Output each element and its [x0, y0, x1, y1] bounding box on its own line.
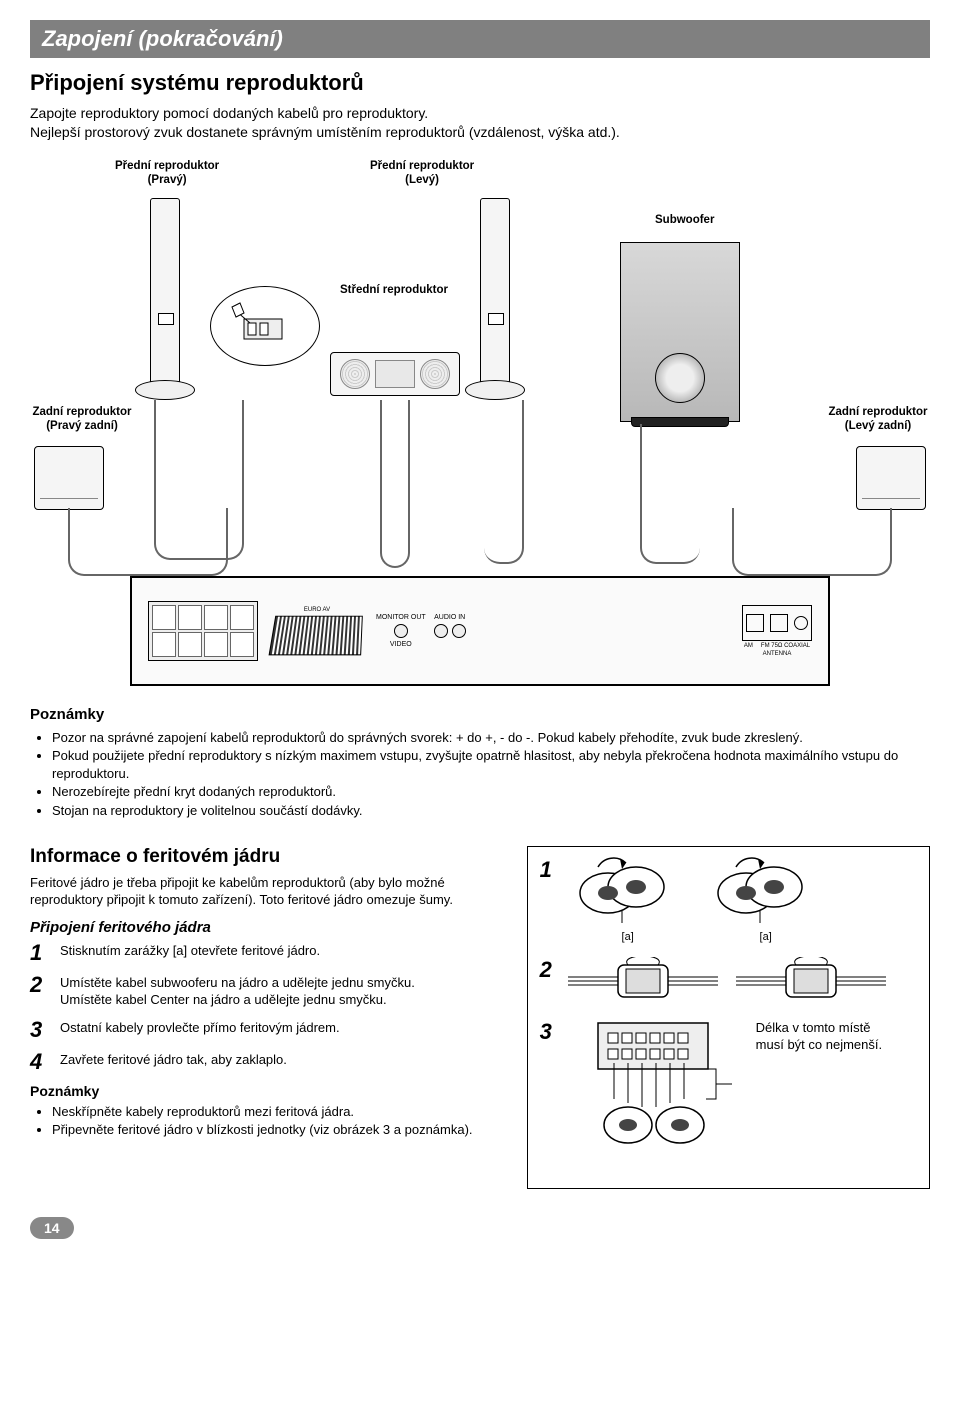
- wire: [732, 508, 892, 576]
- section-header: Zapojení (pokračování): [30, 20, 930, 58]
- subsection-title: Připojení systému reproduktorů: [30, 70, 930, 96]
- step-number: 4: [30, 1051, 50, 1073]
- step-text: Stisknutím zarážky [a] otevřete feritové…: [60, 942, 320, 964]
- step-number: 1: [30, 942, 50, 964]
- rear-left-speaker: [856, 446, 926, 510]
- front-left-base: [465, 380, 525, 400]
- figure-number: 3: [540, 1019, 558, 1045]
- scart-connector: [269, 616, 363, 656]
- page-number-badge: 14: [30, 1217, 74, 1239]
- front-right-base: [135, 380, 195, 400]
- ferrite-title: Informace o feritovém jádru: [30, 846, 503, 868]
- note-item: Pokud použijete přední reproduktory s ní…: [52, 747, 930, 783]
- label-rear-left: Zadní reproduktor(Levý zadní): [818, 406, 938, 434]
- note-item: Připevněte feritové jádro v blízkosti je…: [52, 1121, 503, 1139]
- scart-label: EURO AV: [304, 607, 330, 613]
- ferrite-lead: Feritové jádro je třeba připojit ke kabe…: [30, 874, 503, 909]
- note-item: Pozor na správné zapojení kabelů reprodu…: [52, 729, 930, 747]
- speaker-terminals: [148, 601, 258, 661]
- figure-number: 1: [540, 857, 558, 883]
- notes-heading: Poznámky: [30, 706, 930, 723]
- am-label: AM: [744, 643, 753, 649]
- label-center: Střední reproduktor: [340, 284, 448, 298]
- front-left-speaker: [480, 198, 510, 388]
- ferrite-open-illustration: [568, 857, 688, 929]
- step-4: 4 Zavřete feritové jádro tak, aby zaklap…: [30, 1051, 503, 1073]
- ferrite-closed-illustration: [568, 957, 718, 1005]
- step-text: Ostatní kabely provlečte přímo feritovým…: [60, 1019, 340, 1041]
- receiver-rear-panel: EURO AV MONITOR OUT VIDEO AUDIO IN AM FM…: [130, 576, 830, 686]
- note-item: Neskřípněte kabely reproduktorů mezi fer…: [52, 1103, 503, 1121]
- lead-paragraph: Zapojte reproduktory pomocí dodaných kab…: [30, 104, 930, 142]
- av-jacks: MONITOR OUT VIDEO AUDIO IN: [376, 614, 466, 648]
- figure-2: 2: [540, 957, 917, 1005]
- center-speaker: [330, 352, 460, 396]
- front-right-speaker: [150, 198, 180, 388]
- video-jack: [394, 624, 408, 638]
- label-front-left: Přední reproduktor(Levý): [370, 160, 474, 188]
- monitor-out-label: MONITOR OUT: [376, 614, 426, 621]
- ferrite-closed-illustration: [736, 957, 886, 1005]
- figure-1: 1 [a]: [540, 857, 917, 943]
- terminal-detail: [210, 286, 320, 366]
- ferrite-figures-panel: 1 [a]: [527, 846, 930, 1189]
- note-item: Nerozebírejte přední kryt dodaných repro…: [52, 783, 930, 801]
- subwoofer-box: [620, 242, 740, 422]
- ferrite-subtitle: Připojení feritového jádra: [30, 919, 503, 936]
- label-rear-right: Zadní reproduktor(Pravý zadní): [22, 406, 142, 434]
- step-number: 2: [30, 974, 50, 1009]
- step-2: 2 Umístěte kabel subwooferu na jádro a u…: [30, 974, 503, 1009]
- ferrite-notes-list: Neskřípněte kabely reproduktorů mezi fer…: [30, 1103, 503, 1139]
- wire: [640, 424, 700, 564]
- figure-3-caption: Délka v tomto místě musí být co nejmenší…: [756, 1019, 896, 1054]
- ferrite-open-illustration: [706, 857, 826, 929]
- label-subwoofer: Subwoofer: [655, 214, 714, 228]
- wire: [380, 400, 410, 568]
- antenna-label: ANTENNA: [763, 651, 792, 657]
- step-text: Umístěte kabel subwooferu na jádro a udě…: [60, 974, 415, 1009]
- wire: [68, 508, 228, 576]
- ferrite-unit-illustration: [568, 1019, 738, 1159]
- step-number: 3: [30, 1019, 50, 1041]
- label-front-right: Přední reproduktor(Pravý): [115, 160, 219, 188]
- notes-list: Pozor na správné zapojení kabelů reprodu…: [30, 729, 930, 820]
- antenna-terminals: [742, 605, 812, 641]
- note-item: Stojan na reproduktory je volitelnou sou…: [52, 802, 930, 820]
- ferrite-section: Informace o feritovém jádru Feritové jád…: [30, 846, 930, 1189]
- a-bracket-label: [a]: [568, 931, 688, 943]
- rear-right-speaker: [34, 446, 104, 510]
- ferrite-notes-heading: Poznámky: [30, 1083, 503, 1099]
- video-label: VIDEO: [390, 641, 412, 648]
- speaker-layout-diagram: Přední reproduktor(Pravý) Přední reprodu…: [30, 156, 930, 686]
- figure-3: 3: [540, 1019, 917, 1164]
- step-1: 1 Stisknutím zarážky [a] otevřete ferito…: [30, 942, 503, 964]
- step-3: 3 Ostatní kabely provlečte přímo feritov…: [30, 1019, 503, 1041]
- wire: [484, 400, 524, 564]
- fm-label: FM 75Ω COAXIAL: [761, 643, 810, 649]
- step-text: Zavřete feritové jádro tak, aby zaklaplo…: [60, 1051, 287, 1073]
- a-bracket-label: [a]: [706, 931, 826, 943]
- audio-in-label: AUDIO IN: [434, 614, 465, 621]
- figure-number: 2: [540, 957, 558, 983]
